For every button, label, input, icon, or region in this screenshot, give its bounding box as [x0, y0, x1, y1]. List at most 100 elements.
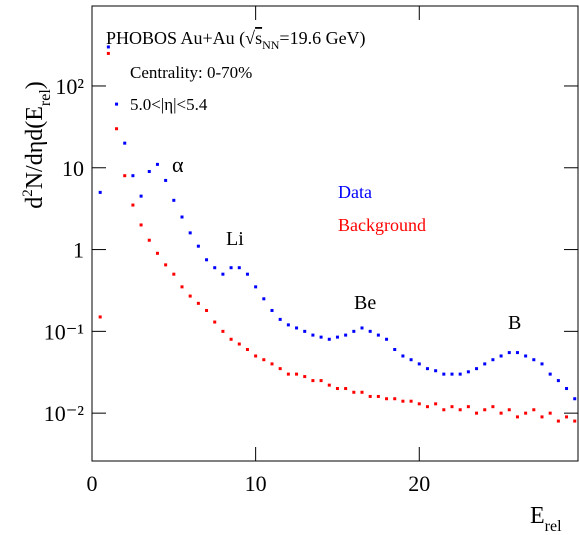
y-tick-label: 10⁻² [44, 401, 85, 426]
data-point [524, 354, 528, 358]
data-point [131, 203, 135, 207]
data-point [270, 362, 274, 366]
data-point [254, 285, 258, 289]
data-point [180, 215, 184, 219]
data-point [139, 194, 143, 198]
y-axis-label: d2N/dηd(Erel) [20, 81, 54, 209]
data-point [417, 402, 421, 406]
data-point [483, 362, 487, 366]
data-point [303, 375, 307, 379]
y-tick-label: 10 [62, 156, 84, 181]
data-point [475, 411, 479, 415]
data-point [221, 272, 225, 276]
data-point [115, 102, 119, 106]
y-tick-label: 1 [73, 238, 84, 263]
data-point [573, 397, 577, 401]
data-point [123, 174, 127, 178]
data-point [172, 198, 176, 202]
data-point [319, 379, 323, 383]
data-point [507, 351, 511, 355]
data-point [106, 45, 110, 49]
x-tick-label: 10 [245, 471, 267, 496]
data-point [295, 326, 299, 330]
data-point [229, 266, 233, 270]
data-point [442, 372, 446, 376]
data-point [376, 333, 380, 337]
data-point [147, 238, 151, 242]
legend-label: Background [338, 215, 426, 235]
data-point [385, 337, 389, 341]
data-point [483, 408, 487, 412]
data-point [540, 362, 544, 366]
peak-label: B [508, 312, 521, 334]
data-point [458, 408, 462, 412]
data-point [466, 405, 470, 409]
data-point [115, 127, 119, 131]
data-point [278, 317, 282, 321]
data-point [393, 348, 397, 352]
peak-label: α [172, 152, 184, 177]
chart-title: PHOBOS Au+Au (√sNN=19.6 GeV) [106, 28, 366, 52]
data-point [311, 379, 315, 383]
data-point [188, 294, 192, 298]
data-point [368, 394, 372, 398]
data-point [123, 141, 127, 145]
data-point [466, 370, 470, 374]
data-point [245, 272, 249, 276]
data-point [98, 190, 102, 194]
data-point [475, 367, 479, 371]
data-point [262, 358, 266, 362]
data-point [286, 372, 290, 376]
data-point [565, 415, 569, 419]
y-tick-label: 10² [55, 74, 84, 99]
x-axis-label: Erel [530, 503, 562, 535]
data-point [385, 397, 389, 401]
data-point [155, 162, 159, 166]
data-point [556, 419, 560, 423]
data-point [196, 244, 200, 248]
data-point [409, 358, 413, 362]
data-point [286, 323, 290, 327]
data-point [139, 223, 143, 227]
x-tick-label: 20 [408, 471, 430, 496]
data-point [327, 383, 331, 387]
data-point [319, 335, 323, 339]
data-point [368, 329, 372, 333]
data-point [507, 408, 511, 412]
data-point [401, 399, 405, 403]
data-point [524, 411, 528, 415]
data-point [442, 408, 446, 412]
data-point [344, 333, 348, 337]
data-point [311, 333, 315, 337]
data-point [213, 266, 217, 270]
data-point [450, 405, 454, 409]
data-point [352, 390, 356, 394]
data-point [499, 411, 503, 415]
data-point [106, 51, 110, 55]
y-tick-label: 10⁻¹ [44, 319, 84, 344]
data-point [213, 320, 217, 324]
data-point [327, 337, 331, 341]
data-point [221, 329, 225, 333]
data-point [548, 372, 552, 376]
x-tick-label: 0 [87, 471, 98, 496]
data-point [499, 354, 503, 358]
annotation: 5.0<|η|<5.4 [130, 95, 208, 114]
data-point [131, 174, 135, 178]
data-point [172, 272, 176, 276]
data-point [556, 379, 560, 383]
data-point [491, 358, 495, 362]
data-point [573, 419, 577, 423]
data-point [164, 263, 168, 267]
data-point [237, 266, 241, 270]
data-point [352, 329, 356, 333]
data-point [245, 348, 249, 352]
data-point [344, 387, 348, 391]
data-point [565, 387, 569, 391]
data-point [532, 408, 536, 412]
data-point [254, 354, 258, 358]
data-point [409, 399, 413, 403]
data-point [548, 411, 552, 415]
data-point [376, 394, 380, 398]
